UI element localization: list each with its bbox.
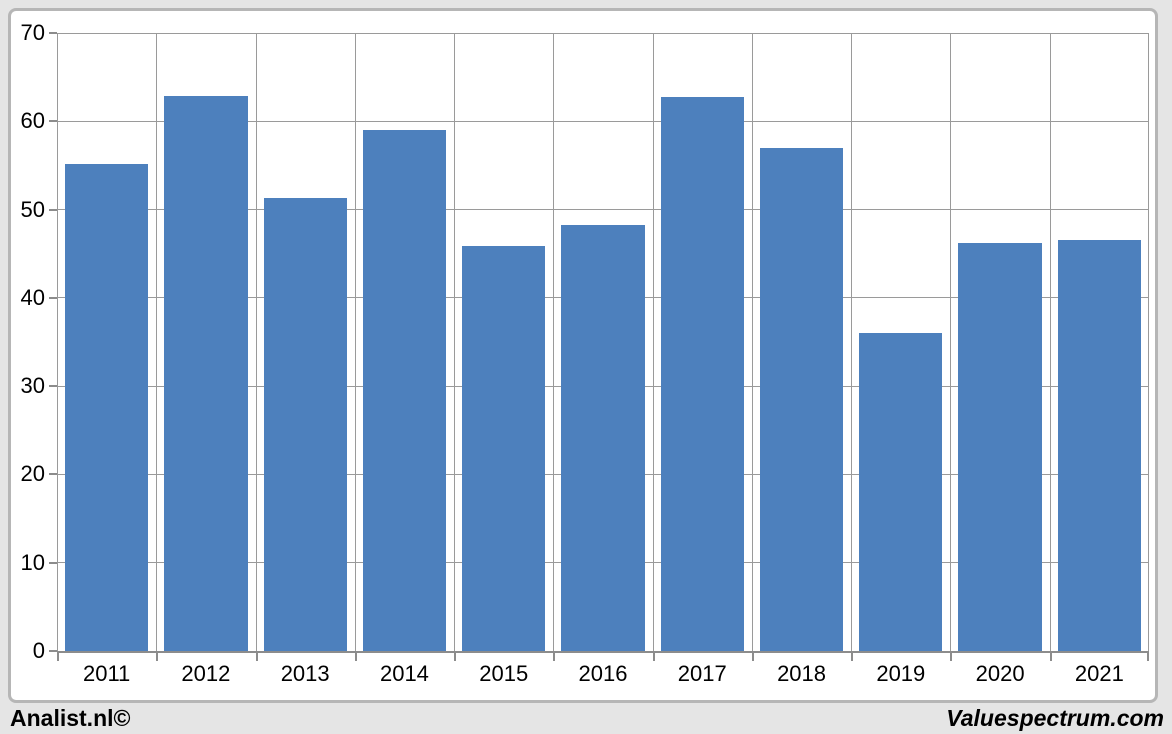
x-axis-tick <box>950 653 953 661</box>
y-tick-label: 50 <box>20 196 45 222</box>
x-axis-tick <box>454 653 457 661</box>
y-axis-tick <box>49 208 57 211</box>
bar-2013 <box>263 198 347 651</box>
x-axis-tick <box>156 653 159 661</box>
y-tick-label: 30 <box>20 373 45 399</box>
x-axis-tick <box>751 653 754 661</box>
bar-2015 <box>462 245 546 651</box>
y-axis-tick <box>49 120 57 123</box>
y-tick-label: 60 <box>20 108 45 134</box>
x-gridline <box>57 33 58 651</box>
x-gridline <box>950 33 952 651</box>
x-tick-label-2013: 2013 <box>280 661 330 686</box>
x-gridline <box>354 33 356 651</box>
x-gridline <box>553 33 555 651</box>
x-tick-label-2020: 2020 <box>975 661 1025 686</box>
y-tick-label: 40 <box>20 284 45 310</box>
y-gridline <box>57 32 1149 34</box>
x-axis-tick <box>652 653 655 661</box>
x-axis-tick <box>57 653 59 661</box>
x-gridline <box>851 33 853 651</box>
bar-2019 <box>859 333 943 651</box>
x-axis-tick <box>851 653 854 661</box>
x-tick-label-2017: 2017 <box>677 661 727 686</box>
bar-2017 <box>660 96 744 651</box>
x-tick-label-2012: 2012 <box>181 661 231 686</box>
bar-2012 <box>164 95 248 651</box>
x-gridline <box>255 33 257 651</box>
x-tick-label-2011: 2011 <box>82 661 131 686</box>
x-tick-label-2019: 2019 <box>876 661 926 686</box>
x-gridline <box>751 33 753 651</box>
x-axis-tick <box>255 653 258 661</box>
bar-2018 <box>759 147 844 651</box>
bar-2021 <box>1057 240 1141 651</box>
attribution-left: Analist.nl© <box>10 705 131 731</box>
x-tick-label-2015: 2015 <box>479 661 529 686</box>
bar-2020 <box>958 243 1042 651</box>
x-tick-label-2021: 2021 <box>1074 661 1124 686</box>
x-gridline <box>454 33 456 651</box>
y-tick-label: 70 <box>20 20 45 45</box>
y-axis-tick <box>49 296 57 299</box>
x-tick-label-2014: 2014 <box>379 661 429 686</box>
x-gridline <box>652 33 654 651</box>
x-axis-tick <box>1147 653 1149 661</box>
y-tick-label: 0 <box>32 638 45 663</box>
y-axis-tick <box>49 561 57 564</box>
y-tick-label: 20 <box>20 461 45 487</box>
y-tick-label: 10 <box>20 549 45 575</box>
x-axis-tick <box>1049 653 1052 661</box>
x-tick-label-2016: 2016 <box>578 661 628 686</box>
x-gridline <box>1049 33 1051 651</box>
x-axis-tick <box>354 653 357 661</box>
x-gridline <box>1148 33 1149 651</box>
y-gridline <box>57 120 1149 122</box>
chart-container: 0 10 20 30 40 50 60 70 2011 2012 2013 2014 2015 2016 2… <box>8 8 1158 703</box>
x-tick-label-2018: 2018 <box>777 661 827 686</box>
bar-2011 <box>65 163 149 651</box>
plot-area: 0 10 20 30 40 50 60 70 2011 2012 2013 2014 2015 2016 2… <box>21 20 1149 686</box>
y-gridline <box>57 209 1149 211</box>
y-axis-tick <box>49 32 57 34</box>
bar-2014 <box>362 130 447 651</box>
attribution-right: Valuespectrum.com <box>946 705 1164 731</box>
x-axis-tick <box>553 653 556 661</box>
y-axis-tick <box>49 385 57 388</box>
y-axis-tick <box>49 473 57 476</box>
y-axis-tick <box>49 650 57 652</box>
bar-2016 <box>561 225 645 651</box>
x-gridline <box>156 33 158 651</box>
